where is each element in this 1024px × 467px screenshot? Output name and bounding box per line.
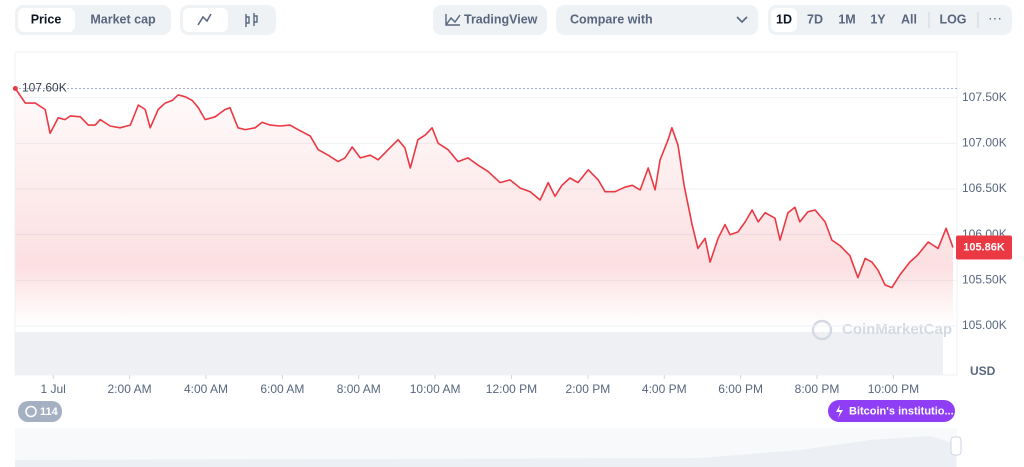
y-tick-label: 105.00K: [962, 318, 1007, 332]
range-selected[interactable]: [771, 8, 797, 32]
high-label: 107.60K: [22, 81, 67, 95]
tab[interactable]: Price: [31, 12, 62, 26]
tradingview-button[interactable]: [433, 5, 547, 35]
compare-select[interactable]: [556, 5, 758, 35]
x-tick-label: 10:00 AM: [410, 382, 461, 396]
x-tick-label: 8:00 PM: [795, 382, 840, 396]
navigator-handle[interactable]: [950, 436, 962, 456]
x-tick-label: 6:00 AM: [260, 382, 304, 396]
candle-icon[interactable]: [245, 13, 258, 27]
range-button[interactable]: LOG: [939, 12, 966, 26]
y-tick-label: 105.50K: [962, 273, 1007, 287]
clock-icon: [25, 405, 37, 418]
x-tick-label: 4:00 PM: [642, 382, 687, 396]
current-tag: [956, 235, 1012, 260]
x-tick-label: 2:00 AM: [108, 382, 152, 396]
y-tick-label: 107.00K: [962, 136, 1007, 150]
tv-icon: [445, 14, 461, 26]
price-line: [14, 88, 954, 289]
range-group: [768, 5, 1012, 35]
events-count[interactable]: 114: [40, 406, 59, 418]
x-tick-label: 10:00 PM: [868, 382, 919, 396]
range-button[interactable]: 1M: [838, 12, 855, 26]
chevron: [736, 16, 748, 24]
overlays: 1D 7D 1M 1Y All LOG105.00K105.50K106.00K106.5…: [22, 12, 1012, 396]
y-tick-label: 106.50K: [962, 181, 1007, 195]
x-tick-label: 12:00 PM: [486, 382, 537, 396]
x-tick-label: 6:00 PM: [718, 382, 763, 396]
y-tick-label: 107.50K: [962, 90, 1007, 104]
bolt-icon: [836, 405, 843, 418]
news-pill[interactable]: [828, 400, 955, 422]
high-dot: [12, 86, 18, 92]
x-tick-label: 2:00 PM: [566, 382, 611, 396]
current-label: 105.86K: [963, 241, 1005, 253]
range-button[interactable]: 1D: [776, 12, 792, 26]
more-icon[interactable]: ···: [988, 10, 1002, 26]
tab-selected[interactable]: [18, 8, 75, 32]
x-tick-label: 1 Jul: [41, 382, 66, 396]
range-button[interactable]: 7D: [807, 12, 823, 26]
currency: USD: [970, 364, 996, 378]
news-text[interactable]: Bitcoin's institutio...: [849, 405, 954, 417]
plot: [12, 86, 957, 379]
tab[interactable]: Market cap: [90, 12, 156, 26]
tradingview-label[interactable]: TradingView: [464, 12, 538, 26]
navigator-shape: [15, 436, 956, 467]
range-button[interactable]: 1Y: [870, 12, 886, 26]
volume-area: [15, 332, 943, 375]
range-button[interactable]: All: [901, 12, 917, 26]
line-icon: [197, 13, 212, 26]
area: [15, 88, 954, 326]
x-tick-label: 4:00 AM: [184, 382, 228, 396]
x-tick-label: 8:00 AM: [337, 382, 381, 396]
compare-label[interactable]: Compare with: [570, 12, 653, 26]
